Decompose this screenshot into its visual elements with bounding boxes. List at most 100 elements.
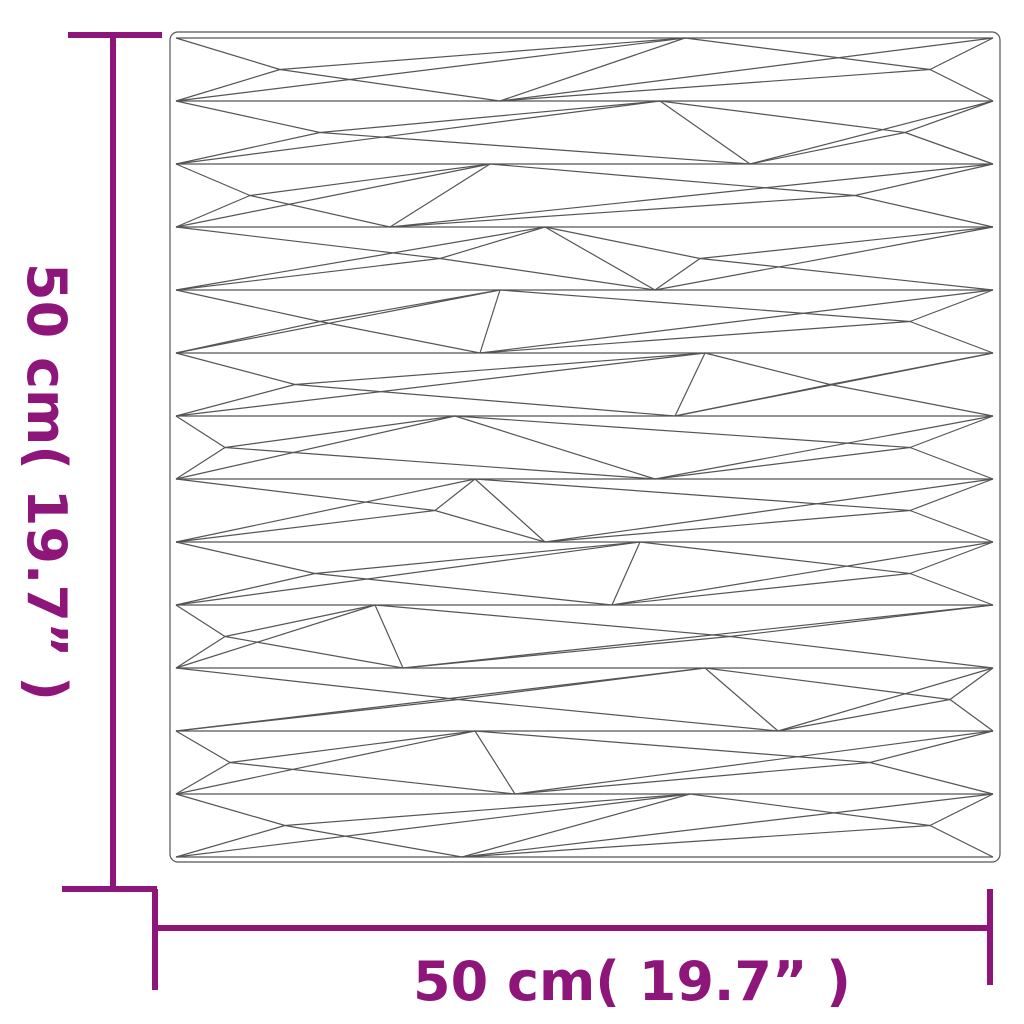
facet-edge	[654, 415, 994, 480]
facet-edge	[474, 478, 546, 543]
facet-edge	[175, 37, 281, 71]
facet-edge	[402, 604, 994, 669]
facet-edge	[389, 163, 491, 228]
facet-edge	[229, 761, 516, 795]
facet-edge	[929, 793, 994, 827]
facet-edge	[499, 68, 931, 102]
facet-edge	[929, 68, 994, 102]
facet-edge	[224, 446, 656, 480]
facet-edge	[175, 257, 441, 291]
facet-edge	[434, 478, 476, 511]
facet-edge	[909, 509, 994, 543]
facet-edge	[175, 100, 321, 134]
facet-edge	[479, 289, 994, 354]
facet-edge	[175, 352, 706, 417]
facet-edge	[909, 415, 994, 449]
facet-edge	[474, 478, 911, 512]
facet-edge	[454, 415, 911, 449]
facet-edge	[175, 131, 321, 165]
facet-edge	[389, 194, 856, 228]
facet-edge	[699, 226, 994, 260]
facet-edge	[639, 541, 911, 575]
facet-edge	[175, 604, 226, 638]
facet-edge	[175, 761, 231, 795]
facet-edge	[175, 446, 226, 480]
facet-edge	[904, 100, 994, 134]
facet-edge	[175, 37, 686, 102]
facet-edge	[654, 446, 911, 480]
facet-edge	[314, 572, 613, 606]
facet-edge	[374, 604, 404, 669]
facet-edge	[175, 824, 286, 858]
facet-edge	[175, 667, 459, 701]
facet-edge	[499, 37, 994, 102]
facet-edge	[704, 352, 831, 386]
facet-edge	[474, 730, 516, 795]
facet-edge	[284, 793, 691, 827]
facet-edge	[489, 163, 856, 197]
facet-edge	[611, 572, 911, 606]
facet-edge	[279, 37, 686, 71]
facet-edge	[909, 478, 994, 512]
width-label: 50 cm( 19.7” )	[413, 950, 851, 1013]
facet-edge	[461, 793, 994, 858]
facet-edge	[729, 635, 994, 669]
facet-edge	[374, 604, 731, 638]
facet-edge	[544, 226, 656, 291]
facet-edge	[175, 289, 501, 354]
facet-edge	[749, 131, 906, 165]
facet-edge	[909, 541, 994, 575]
facet-edge	[175, 730, 476, 795]
facet-edge	[439, 257, 656, 291]
facet-edge	[749, 100, 994, 165]
facet-edge	[479, 289, 501, 354]
facet-edge	[544, 226, 701, 260]
facet-edge	[175, 100, 661, 165]
facet-edge	[175, 226, 441, 260]
facet-edge	[704, 667, 779, 732]
facet-edge	[175, 289, 321, 323]
facet-edge	[929, 37, 994, 71]
facet-edge	[175, 541, 641, 606]
facet-edge	[474, 730, 871, 764]
facet-edge	[175, 635, 226, 669]
facet-edge	[854, 163, 994, 197]
facet-edge	[279, 68, 501, 102]
facet-edge	[389, 163, 994, 228]
facet-edge	[829, 383, 994, 417]
facet-edge	[777, 698, 951, 732]
facet-edge	[904, 131, 994, 165]
facet-edge	[175, 541, 316, 575]
facet-edge	[175, 194, 251, 228]
facet-edge	[674, 352, 706, 417]
facet-edge	[175, 383, 296, 417]
facet-edge	[175, 415, 456, 480]
facet-edge	[909, 446, 994, 480]
facet-edge	[457, 698, 779, 732]
facet-edge	[659, 100, 751, 165]
facet-edge	[249, 163, 491, 197]
facet-edge	[611, 541, 641, 606]
facet-edge	[704, 667, 951, 701]
facet-edge	[611, 541, 994, 606]
facet-edge	[175, 509, 436, 543]
facet-edge	[175, 415, 226, 449]
facet-edge	[461, 793, 691, 858]
facet-edge	[544, 509, 911, 543]
facet-edge	[909, 289, 994, 323]
facet-edge	[499, 289, 911, 323]
facet-edge	[175, 163, 491, 228]
facet-edge	[175, 730, 231, 764]
facet-edge	[674, 352, 994, 417]
facet-edge	[909, 572, 994, 606]
facet-edge	[224, 415, 456, 449]
facet-edge	[854, 194, 994, 228]
facet-edge	[319, 131, 751, 165]
facet-edge	[514, 730, 994, 795]
wall-panel	[169, 31, 1001, 863]
facet-edge	[869, 730, 994, 764]
facet-edge	[777, 667, 994, 732]
panel-outline	[169, 31, 1001, 863]
facet-edge	[175, 68, 281, 102]
facet-edge	[949, 667, 994, 700]
